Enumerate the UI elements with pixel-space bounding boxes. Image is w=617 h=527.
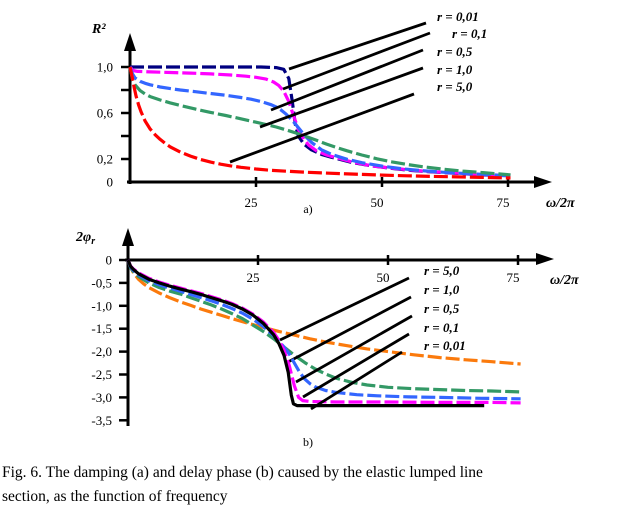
series-r-0-01: r = 0,01 [126, 259, 485, 411]
y-tick-label: -2,5 [91, 367, 112, 382]
series-r-5-0: r = 5,0 [128, 66, 511, 180]
x-tick-label: 75 [497, 195, 510, 210]
y-tick-label: -1,5 [91, 321, 112, 336]
series-r-0-1: r = 0,1 [126, 259, 521, 405]
legend-label-r-1-0: r = 1,0 [424, 282, 460, 297]
curve-r-0-01 [126, 259, 485, 408]
y-tick-label: -2,0 [91, 344, 112, 359]
y-axis-arrow-icon [124, 33, 136, 51]
legend-label-r-0-01: r = 0,01 [424, 338, 466, 353]
legend-label-r-0-5: r = 0,5 [437, 44, 473, 59]
legend-label-r-1-0: r = 1,0 [437, 62, 473, 77]
leader-line-r-0-5 [295, 314, 413, 384]
curve-r-0-1 [126, 259, 521, 405]
figure-caption: Fig. 6. The damping (a) and delay phase … [2, 464, 483, 505]
leader-line-r-0-1 [302, 332, 410, 399]
leader-line-r-0-1 [282, 31, 431, 91]
leader-line-r-0-5 [270, 48, 424, 112]
subplot-label: b) [303, 435, 313, 449]
y-axis-arrow-icon [122, 228, 134, 246]
legend-label-r-0-1: r = 0,1 [424, 320, 459, 335]
x-axis-arrow-icon [534, 176, 552, 188]
y-tick-label: -0,5 [91, 275, 112, 290]
curve-r-0-5 [128, 66, 511, 178]
leader-line-r-0-01 [310, 350, 403, 411]
x-axis-arrow-icon [536, 253, 554, 265]
leader-line-r-5-0 [229, 92, 415, 164]
curve-r-0-5 [126, 259, 521, 401]
legend-label-r-5-0: r = 5,0 [437, 79, 473, 94]
y-tick-label: 0,6 [97, 106, 114, 121]
curve-r-1-0 [126, 259, 521, 394]
legend-label-r-0-01: r = 0,01 [437, 9, 479, 24]
y-axis-title: 2φr [75, 230, 95, 247]
y-tick-label: -1,0 [91, 298, 112, 313]
leader-line-r-1-0 [287, 295, 412, 364]
x-tick-label: 50 [371, 195, 384, 210]
y-tick-label: 0 [107, 175, 114, 190]
x-tick-label: 25 [245, 195, 258, 210]
y-axis-title: R² [91, 22, 106, 37]
subplot-label: a) [303, 202, 312, 216]
x-tick-label: 50 [377, 270, 390, 285]
leader-line-r-0-01 [288, 21, 427, 71]
series-r-1-0: r = 1,0 [128, 62, 511, 177]
chart-b-axes: 0 -0,5 -1,0 -1,5 -2,0 -2,5 -3,0 -3,5 25 50 75 [91, 228, 554, 428]
y-tick-label: 0 [106, 253, 113, 268]
x-tick-label: 25 [247, 270, 260, 285]
legend-label-r-5-0: r = 5,0 [424, 263, 460, 278]
charts-canvas: 1,0 0,6 0,2 0 25 50 75 R² ω/2π a) r = 0,01 r = 0,1 r… [75, 9, 579, 449]
series-r-0-5: r = 0,5 [126, 259, 521, 401]
x-axis-title: ω/2π [546, 196, 575, 211]
y-tick-label: -3,0 [91, 390, 112, 405]
series-r-1-0: r = 1,0 [126, 259, 521, 394]
leader-line-r-5-0 [279, 276, 410, 342]
curve-r-1-0 [128, 66, 511, 177]
series-r-0-5: r = 0,5 [128, 44, 511, 178]
x-axis-title: ω/2π [550, 273, 579, 288]
leader-line-r-1-0 [259, 66, 424, 129]
legend-label-r-0-1: r = 0,1 [452, 26, 487, 41]
y-tick-label: -3,5 [91, 413, 112, 428]
x-tick-label: 75 [507, 270, 520, 285]
curve-r-5-0 [128, 66, 511, 180]
y-tick-label: 0,2 [97, 152, 113, 167]
legend-label-r-0-5: r = 0,5 [424, 301, 460, 316]
y-tick-label: 1,0 [97, 60, 113, 75]
chart-a-axes: 1,0 0,6 0,2 0 25 50 75 [97, 33, 552, 210]
chart-b: 0 -0,5 -1,0 -1,5 -2,0 -2,5 -3,0 -3,5 25 50 75 2φr ω/… [75, 228, 579, 449]
chart-a: 1,0 0,6 0,2 0 25 50 75 R² ω/2π a) r = 0,01 r = 0,1 r… [91, 9, 575, 216]
